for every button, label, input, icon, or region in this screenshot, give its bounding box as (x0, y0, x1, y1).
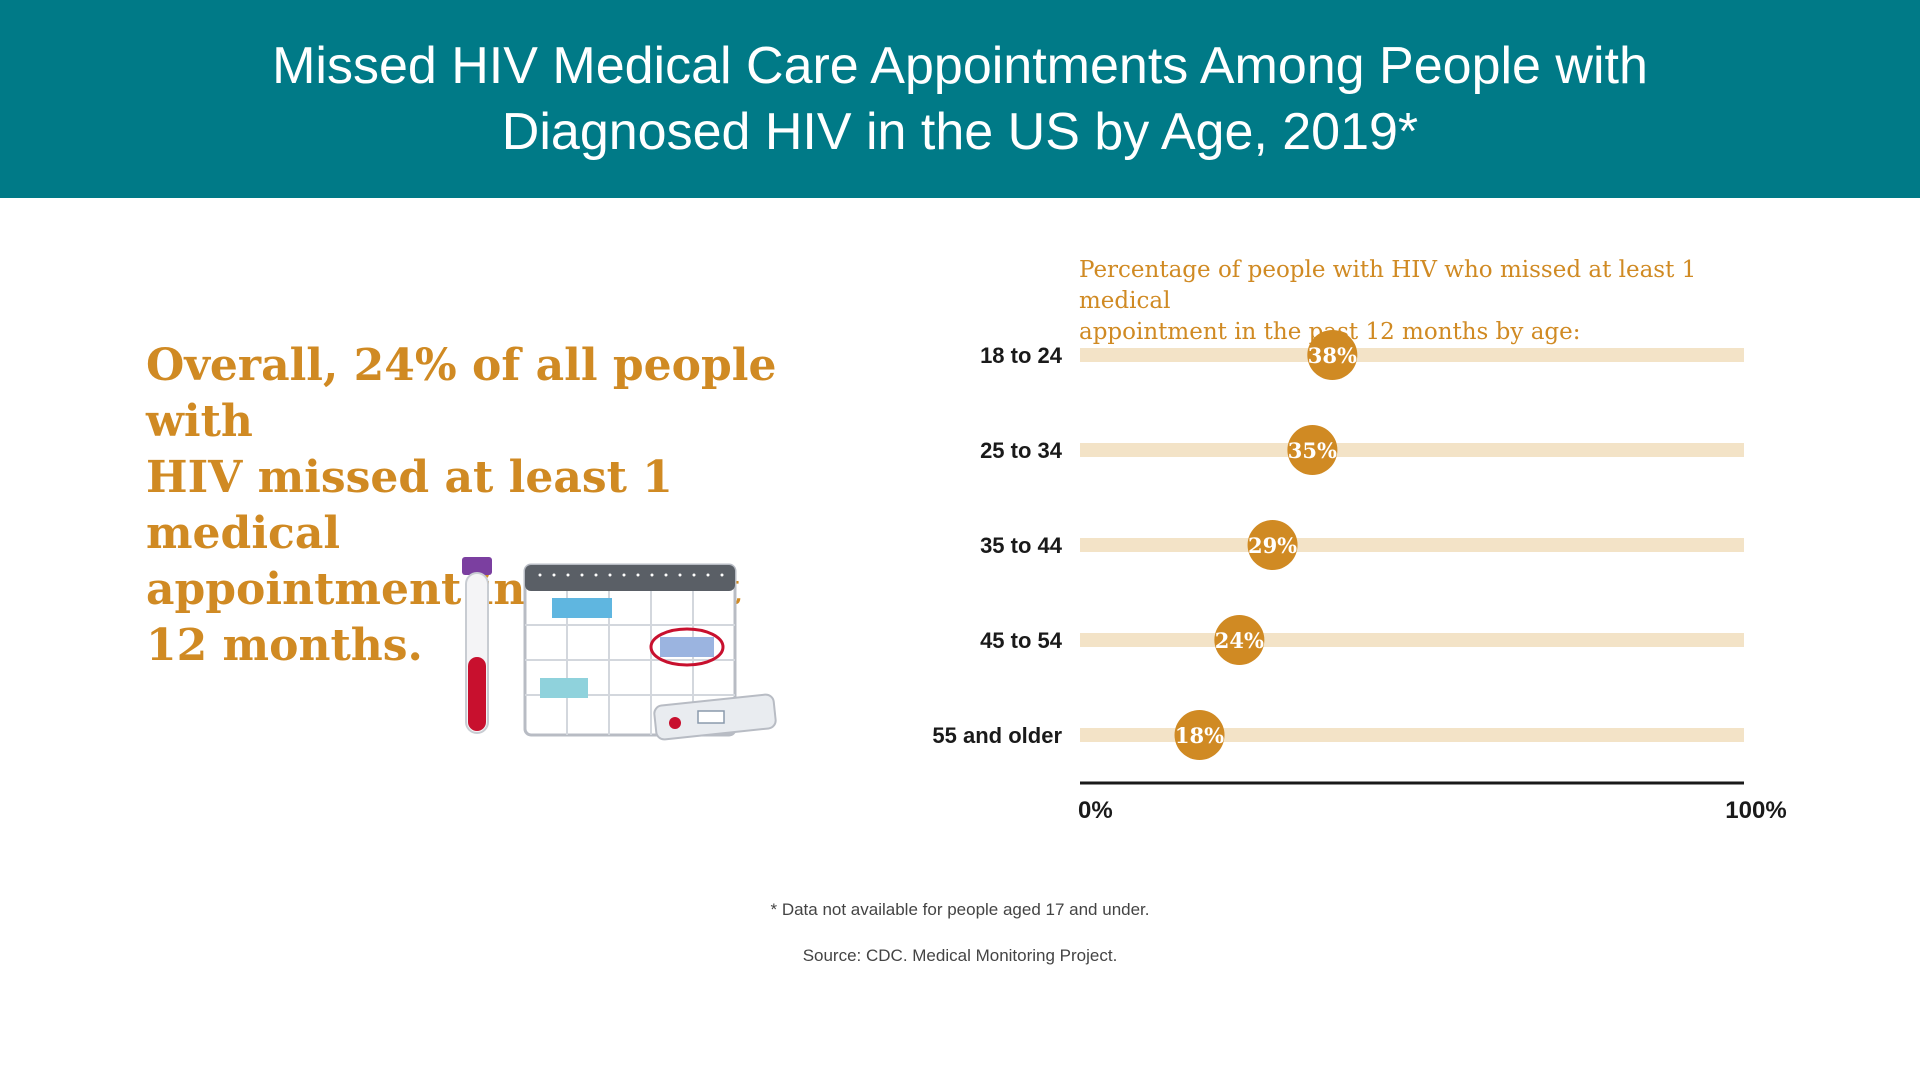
x-tick-label: 0% (1078, 797, 1113, 824)
row-track (1080, 348, 1744, 362)
row-track (1080, 443, 1744, 457)
overall-line-1: Overall, 24% of all people with (146, 340, 777, 447)
value-label: 38% (1308, 343, 1357, 368)
blood-tube-icon (462, 557, 492, 734)
chart-title-line-1: Percentage of people with HIV who missed… (1079, 257, 1697, 314)
value-label: 35% (1288, 438, 1337, 463)
overall-line-4: 12 months. (146, 620, 423, 671)
overall-line-2: HIV missed at least 1 medical (146, 452, 673, 559)
category-label: 25 to 34 (980, 438, 1063, 463)
calendar-icon (523, 563, 737, 737)
x-tick-label: 100% (1725, 797, 1786, 824)
value-dot (1287, 425, 1338, 475)
value-label: 29% (1248, 533, 1297, 558)
page-title-line-2: Diagnosed HIV in the US by Age, 2019* (501, 103, 1419, 161)
age-dot-chart: 18 to 24 38% 25 to 34 35% 35 to 44 29% 45 to 5… (932, 330, 1787, 824)
category-label: 35 to 44 (980, 533, 1063, 558)
value-dot (1214, 615, 1265, 665)
category-label: 18 to 24 (980, 343, 1063, 368)
value-dot (1247, 520, 1298, 570)
category-label: 55 and older (932, 723, 1062, 748)
hiv-test-kit-icon (653, 693, 777, 741)
row-track (1080, 633, 1744, 647)
overall-statistic: Overall, 24% of all people with HIV miss… (146, 338, 846, 674)
value-dot (1174, 710, 1225, 760)
value-label: 18% (1175, 723, 1224, 748)
medical-illustration (462, 557, 777, 741)
source-note: Source: CDC. Medical Monitoring Project. (802, 946, 1118, 965)
footnote: * Data not available for people aged 17 … (770, 900, 1150, 919)
row-track (1080, 728, 1744, 742)
page-title: Missed HIV Medical Care Appointments Amo… (272, 33, 1648, 165)
value-dot (1307, 330, 1358, 380)
title-banner: Missed HIV Medical Care Appointments Amo… (0, 0, 1920, 198)
category-label: 45 to 54 (980, 628, 1063, 653)
value-label: 24% (1215, 628, 1264, 653)
row-track (1080, 538, 1744, 552)
page-title-line-1: Missed HIV Medical Care Appointments Amo… (272, 37, 1648, 95)
